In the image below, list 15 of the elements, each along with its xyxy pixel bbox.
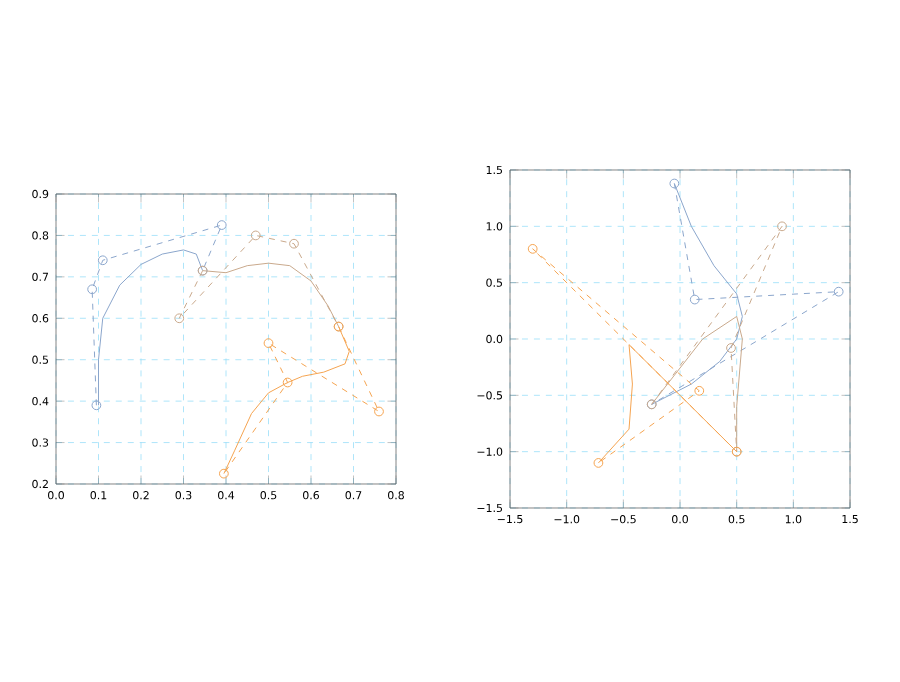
point xyxy=(694,385,705,396)
point xyxy=(777,221,787,232)
point xyxy=(97,255,108,266)
point xyxy=(374,406,384,417)
point xyxy=(289,238,299,249)
point xyxy=(263,338,274,349)
point xyxy=(833,286,844,297)
point xyxy=(689,294,700,305)
point xyxy=(250,230,261,241)
point xyxy=(726,343,736,353)
point xyxy=(174,313,185,324)
point xyxy=(216,220,227,230)
point xyxy=(282,377,293,388)
point xyxy=(87,284,98,295)
point xyxy=(527,243,538,254)
